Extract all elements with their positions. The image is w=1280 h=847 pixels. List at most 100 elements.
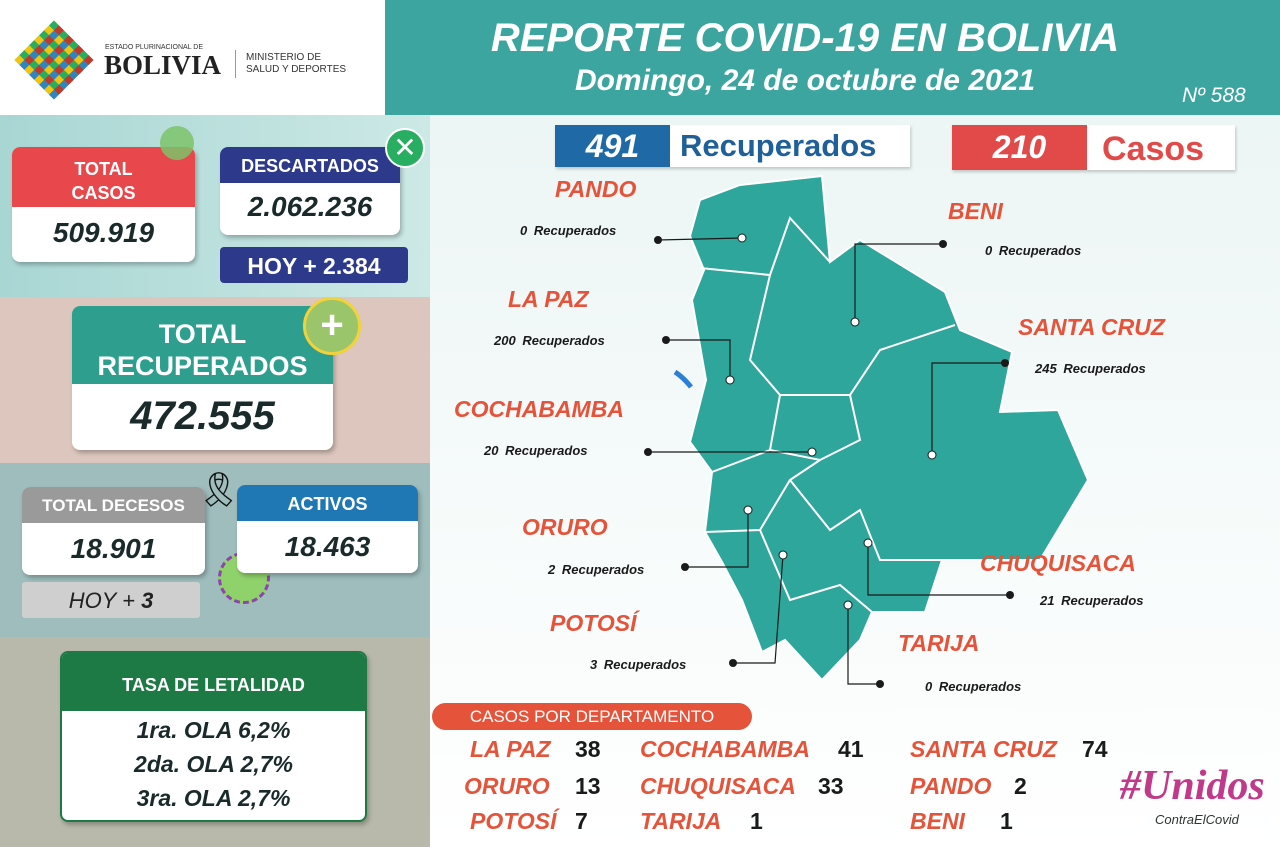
cases-summary-label: Casos [1102,130,1205,168]
deaths-value: 18.901 [70,533,157,564]
department-name: TARIJA [898,630,980,656]
recovered-number: 2 [548,562,556,577]
discarded-icon: ✕ [385,128,425,168]
recovered-number: 3 [590,657,598,672]
recovered-unit: Recuperados [533,223,617,238]
plus-icon: + [303,297,361,355]
recovered-number: 0 [925,679,933,694]
cases-summary-value: 210 [952,125,1087,170]
case-value: 1 [1000,808,1013,834]
case-department: LA PAZ [470,736,551,762]
logo-top: ESTADO PLURINACIONAL DE [105,44,204,51]
case-department: SANTA CRUZ [910,736,1057,762]
cases-title: CASOS POR DEPARTAMENTO [432,703,752,730]
deaths-card: TOTAL DECESOS 18.901 [22,487,205,575]
recovered-unit: Recuperados [505,443,588,458]
total-cases-label: TOTAL CASOS [12,147,195,207]
ministry-2: SALUD Y DEPORTES [246,64,347,75]
discarded-value: 2.062.236 [247,191,373,222]
connectors [648,237,1010,685]
deaths-today: HOY + 3 [22,582,200,618]
case-department: PANDO [910,773,992,799]
ministry-1: MINISTERIO DE [246,52,322,63]
recovered-number: 200 [494,333,516,348]
recovered-unit: Recuperados [1061,593,1144,608]
department-name: POTOSÍ [550,610,637,636]
department-value: 2 Recuperados [548,553,644,581]
recovered-unit: Recuperados [1063,361,1146,376]
discarded-card: DESCARTADOS 2.062.236 [220,147,400,235]
case-value: 1 [750,808,763,834]
department-value: 245 Recuperados [1035,352,1146,380]
department-name: COCHABAMBA [454,396,624,422]
department-value: 3 Recuperados [590,648,686,676]
logo-name: BOLIVIA [104,50,222,80]
department-value: 0 Recuperados [520,214,616,242]
total-cases-value: 509.919 [52,217,155,248]
active-label: ACTIVOS [237,485,418,521]
case-department: POTOSÍ [470,808,557,834]
deaths-today-label: HOY + [68,588,135,613]
bolivia-map [688,174,1090,682]
recovered-unit: Recuperados [522,333,605,348]
department-name: LA PAZ [508,286,589,312]
lethality-row: 3ra. OLA 2,7% [136,785,291,811]
active-card: ACTIVOS 18.463 [237,485,418,573]
department-value: 0 Recuperados [925,670,1021,698]
department-value: 21 Recuperados [1040,584,1144,612]
department-value: 20 Recuperados [484,434,588,462]
recovered-summary-label: Recuperados [680,128,877,163]
total-recovered-card: TOTAL RECUPERADOS 472.555 [72,306,333,450]
recovered-number: 21 [1040,593,1055,608]
department-value: 200 Recuperados [494,324,605,352]
case-department: COCHABAMBA [640,736,810,762]
report-number: Nº 588 [1182,84,1246,107]
recovered-number: 0 [520,223,528,238]
case-value: 7 [575,808,588,834]
deaths-today-value: 3 [141,588,154,613]
divider [235,50,236,78]
active-value: 18.463 [284,531,371,562]
lethality-row: 1ra. OLA 6,2% [136,717,291,743]
total-cases-card: TOTAL CASOS 509.919 [12,147,195,262]
hashtag: #Unidos [1120,763,1265,809]
case-value: 41 [838,736,864,762]
case-value: 2 [1014,773,1027,799]
department-name: BENI [948,198,1003,224]
department-name: ORURO [522,514,608,540]
case-department: TARIJA [640,808,722,834]
case-department: ORURO [464,773,550,799]
recovered-unit: Recuperados [603,657,687,672]
lake [673,369,693,389]
recovered-number: 20 [484,443,499,458]
department-name: PANDO [555,176,637,202]
discarded-label: DESCARTADOS [220,147,400,183]
lethality-card: TASA DE LETALIDAD 1ra. OLA 6,2% 2da. OLA… [60,651,367,822]
recovered-summary: 491 Recuperados [555,125,910,167]
department-name: CHUQUISACA [980,550,1136,576]
lethality-rows: 1ra. OLA 6,2% 2da. OLA 2,7% 3ra. OLA 2,7… [62,711,365,815]
hashtag-sub: ContraElCovid [1155,812,1239,827]
case-value: 74 [1082,736,1108,762]
header-band [385,0,1280,115]
recovered-number: 0 [985,243,993,258]
case-department: BENI [910,808,965,834]
case-value: 38 [575,736,601,762]
department-name: SANTA CRUZ [1018,314,1165,340]
virus-icon [160,126,194,160]
recovered-number: 245 [1035,361,1057,376]
department-value: 0 Recuperados [985,234,1081,262]
mourning-ribbon: 🎗 [197,471,241,509]
recovered-unit: Recuperados [938,679,1022,694]
lethality-row: 2da. OLA 2,7% [134,751,293,777]
total-recovered-value: 472.555 [130,394,275,438]
department-borders [699,216,956,613]
map [644,174,1090,688]
title: REPORTE COVID-19 EN BOLIVIA [490,16,1120,60]
total-recovered-label: TOTAL RECUPERADOS [72,306,333,384]
recovered-summary-value: 491 [555,125,670,167]
discarded-today: HOY + 2.384 [220,247,408,283]
case-value: 33 [818,773,844,799]
deaths-label: TOTAL DECESOS [22,487,205,523]
